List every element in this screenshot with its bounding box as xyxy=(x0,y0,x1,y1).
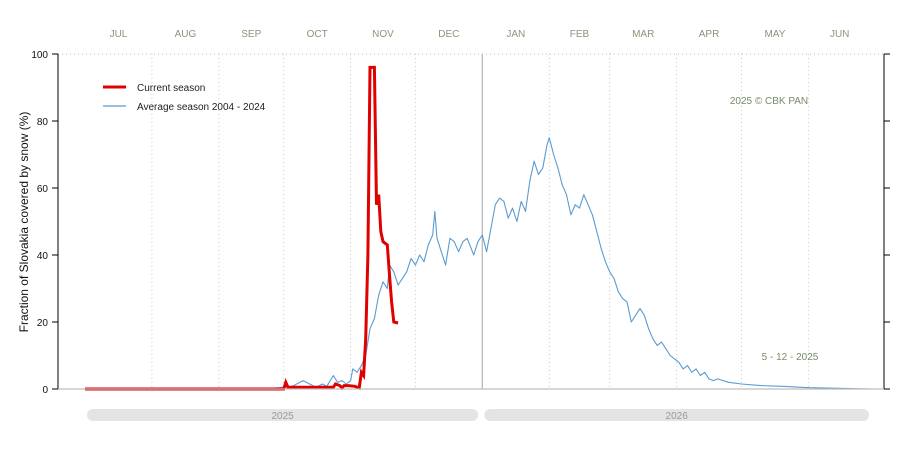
series-lines xyxy=(85,65,872,391)
month-label-jun: JUN xyxy=(830,29,849,40)
y-tick-label-0: 0 xyxy=(42,385,48,396)
month-labels: JUL AUG SEP OCT NOV DEC JAN FEB MAR APR MAY JUN xyxy=(110,29,850,40)
legend-label-average: Average season 2004 - 2024 xyxy=(137,102,266,113)
y-axis-label: Fraction of Slovakia covered by snow (%) xyxy=(17,112,31,333)
series-average-season-line xyxy=(85,137,872,390)
legend: Current season Average season 2004 - 202… xyxy=(103,83,266,113)
month-label-mar: MAR xyxy=(632,29,654,40)
year-label-2025: 2025 xyxy=(271,411,294,422)
month-label-apr: APR xyxy=(699,29,720,40)
month-label-may: MAY xyxy=(764,29,785,40)
month-label-jul: JUL xyxy=(110,29,128,40)
month-label-dec: DEC xyxy=(438,29,459,40)
legend-label-current: Current season xyxy=(137,83,205,94)
grid xyxy=(58,53,884,389)
year-bar-2026 xyxy=(484,409,869,421)
year-label-2026: 2026 xyxy=(666,411,689,422)
copyright-annotation: 2025 © CBK PAN xyxy=(730,96,808,107)
month-label-oct: OCT xyxy=(307,29,328,40)
y-tick-label-40: 40 xyxy=(37,251,49,262)
y-tick-label-80: 80 xyxy=(37,117,49,128)
date-annotation: 5 - 12 - 2025 xyxy=(762,352,819,363)
year-bar-2025 xyxy=(87,409,479,421)
y-tick-label-20: 20 xyxy=(37,318,49,329)
month-label-sep: SEP xyxy=(241,29,261,40)
year-bars: 2025 2026 xyxy=(87,409,869,422)
month-label-aug: AUG xyxy=(175,29,197,40)
y-tick-label-100: 100 xyxy=(31,50,48,61)
y-tick-label-60: 60 xyxy=(37,184,49,195)
month-label-jan: JAN xyxy=(506,29,525,40)
month-label-nov: NOV xyxy=(372,29,394,40)
axes: 0 20 40 60 80 100 xyxy=(31,50,890,396)
month-label-feb: FEB xyxy=(570,29,590,40)
series-current-season-line xyxy=(85,65,399,391)
